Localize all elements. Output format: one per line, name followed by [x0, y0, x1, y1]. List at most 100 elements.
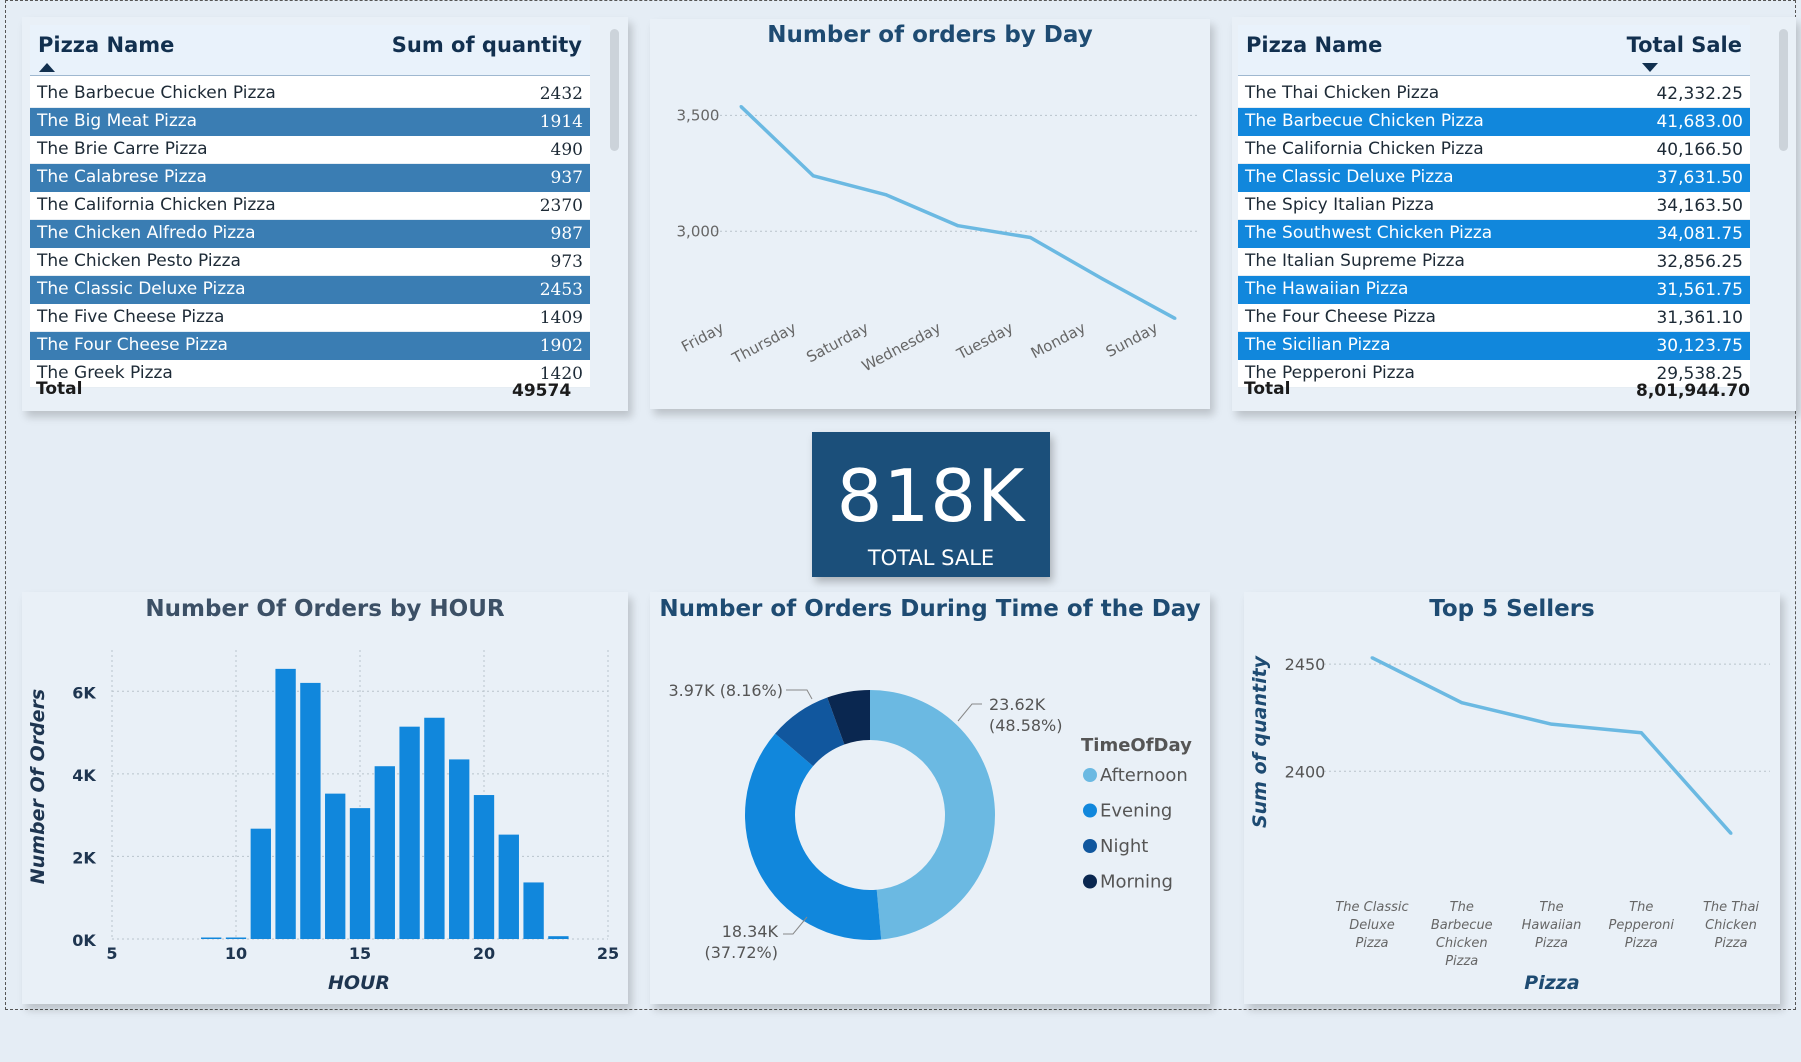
x-tick-label-line: Pepperoni	[1609, 918, 1675, 933]
y-tick-label: 3,500	[677, 106, 720, 124]
x-tick-label: The Thai Chicken Pizza	[1703, 900, 1759, 951]
table-row[interactable]: The Big Meat Pizza 1914	[30, 108, 590, 136]
row-pizza-name: The Spicy Italian Pizza	[1245, 195, 1435, 215]
quantity-total-label: Total	[36, 379, 83, 399]
row-pizza-name: The Greek Pizza	[37, 363, 173, 383]
data-point	[739, 105, 743, 109]
quantity-table: Pizza Name Sum of quantity The Barbecue …	[30, 25, 590, 388]
row-pizza-name: The Four Cheese Pizza	[1245, 307, 1436, 327]
x-tick-label-line: The	[1450, 900, 1474, 915]
row-value: 32,856.25	[1656, 252, 1743, 272]
row-pizza-name: The Pepperoni Pizza	[1245, 363, 1415, 383]
x-tick-label: The Pepperoni Pizza	[1609, 900, 1675, 951]
bar	[399, 726, 420, 939]
donut-slice	[775, 697, 845, 767]
x-tick-label: Friday	[678, 319, 727, 356]
orders-by-day-card: Number of orders by Day 3,000 3,500 Friday…	[650, 19, 1210, 409]
row-pizza-name: The Thai Chicken Pizza	[1245, 83, 1440, 103]
data-point	[884, 193, 888, 197]
x-tick-label-line: Barbecue	[1431, 918, 1493, 933]
row-value: 987	[550, 224, 583, 244]
x-tick-label-line: Deluxe	[1349, 918, 1395, 933]
table-row[interactable]: The Classic Deluxe Pizza 2453	[30, 276, 590, 304]
column-header-pizza-name[interactable]: Pizza Name	[38, 33, 175, 57]
time-of-day-title: Number of Orders During Time of the Day	[659, 596, 1201, 622]
table-row[interactable]: The Four Cheese Pizza 1902	[30, 332, 590, 360]
row-value: 29,538.25	[1656, 364, 1743, 384]
row-value: 41,683.00	[1656, 112, 1743, 132]
data-point	[1729, 831, 1733, 835]
y-axis-title: Number Of Orders	[27, 689, 49, 884]
sort-ascending-icon[interactable]	[39, 63, 55, 72]
table-row[interactable]: The Southwest Chicken Pizza 34,081.75	[1238, 220, 1750, 248]
table-row[interactable]: The Five Cheese Pizza 1409	[30, 304, 590, 332]
row-pizza-name: The California Chicken Pizza	[37, 195, 276, 215]
row-value: 37,631.50	[1656, 168, 1743, 188]
x-tick-label: 25	[597, 944, 619, 963]
table-row[interactable]: The Brie Carre Pizza 490	[30, 136, 590, 164]
sales-table-scrollbar[interactable]	[1779, 29, 1788, 151]
x-tick-label-line: Pizza	[1535, 936, 1568, 951]
bar	[424, 717, 445, 939]
data-point	[1370, 656, 1374, 660]
orders-by-hour-title: Number Of Orders by HOUR	[145, 596, 505, 622]
table-row[interactable]: The California Chicken Pizza 40,166.50	[1238, 136, 1750, 164]
y-tick-label: 6K	[72, 683, 96, 702]
x-tick-label-line: The	[1629, 900, 1653, 915]
table-row[interactable]: The Spicy Italian Pizza 34,163.50	[1238, 192, 1750, 220]
table-row[interactable]: The Chicken Pesto Pizza 973	[30, 248, 590, 276]
data-label: 23.62K	[989, 695, 1046, 714]
bar	[325, 793, 346, 939]
column-header-sum-of-quantity[interactable]: Sum of quantity	[391, 33, 582, 57]
data-label: 18.34K	[722, 922, 779, 941]
row-pizza-name: The Classic Deluxe Pizza	[37, 279, 246, 299]
data-label: (48.58%)	[989, 716, 1063, 735]
table-row[interactable]: The Calabrese Pizza 937	[30, 164, 590, 192]
quantity-table-scrollbar[interactable]	[610, 29, 619, 151]
table-row[interactable]: The Chicken Alfredo Pizza 987	[30, 220, 590, 248]
table-row[interactable]: The Hawaiian Pizza 31,561.75	[1238, 276, 1750, 304]
time-of-day-donut-chart: 23.62K (48.58%) 18.34K (37.72%) 3.97K (8.16%…	[668, 681, 1192, 962]
table-row[interactable]: The Barbecue Chicken Pizza 41,683.00	[1238, 108, 1750, 136]
table-row[interactable]: The Italian Supreme Pizza 32,856.25	[1238, 248, 1750, 276]
table-row[interactable]: The Sicilian Pizza 30,123.75	[1238, 332, 1750, 360]
row-pizza-name: The California Chicken Pizza	[1245, 139, 1484, 159]
legend-label: Night	[1100, 836, 1148, 857]
table-row[interactable]: The California Chicken Pizza 2370	[30, 192, 590, 220]
quantity-table-card: Pizza Name Sum of quantity The Barbecue …	[22, 17, 628, 411]
row-pizza-name: The Barbecue Chicken Pizza	[1245, 111, 1484, 131]
table-row[interactable]: The Pepperoni Pizza 29,538.25	[1238, 360, 1750, 388]
sort-descending-icon[interactable]	[1642, 63, 1658, 72]
x-tick-label: 20	[473, 944, 495, 963]
data-point	[1028, 236, 1032, 240]
sales-table: Pizza Name Total Sale The Thai Chicken P…	[1238, 25, 1750, 388]
bar	[201, 937, 222, 939]
row-pizza-name: The Italian Supreme Pizza	[1245, 251, 1465, 271]
bar	[349, 808, 371, 939]
x-tick-label-line: Pizza	[1714, 936, 1747, 951]
x-tick-label: The Classic Deluxe Pizza	[1335, 900, 1408, 951]
legend-label: Afternoon	[1100, 765, 1188, 786]
quantity-table-rows: The Barbecue Chicken Pizza 2432 The Big Me…	[30, 80, 590, 388]
row-pizza-name: The Hawaiian Pizza	[1245, 279, 1409, 299]
row-value: 31,361.10	[1656, 308, 1743, 328]
x-tick-label: 10	[225, 944, 247, 963]
y-tick-label: 2400	[1285, 762, 1326, 781]
table-row[interactable]: The Four Cheese Pizza 31,361.10	[1238, 304, 1750, 332]
table-row[interactable]: The Classic Deluxe Pizza 37,631.50	[1238, 164, 1750, 192]
legend-marker	[1083, 768, 1097, 782]
column-header-pizza-name[interactable]: Pizza Name	[1246, 33, 1383, 57]
bar	[300, 682, 321, 939]
x-tick-label: Tuesday	[953, 319, 1016, 364]
row-value: 2432	[539, 84, 583, 104]
row-value: 2370	[539, 196, 583, 216]
table-row[interactable]: The Barbecue Chicken Pizza 2432	[30, 80, 590, 108]
kpi-label: TOTAL SALE	[867, 546, 995, 570]
bar	[250, 828, 271, 939]
column-header-total-sale[interactable]: Total Sale	[1626, 33, 1742, 57]
table-row[interactable]: The Greek Pizza 1420	[30, 360, 590, 388]
table-row[interactable]: The Thai Chicken Pizza 42,332.25	[1238, 80, 1750, 108]
legend-marker	[1083, 803, 1097, 818]
legend-label: Evening	[1100, 801, 1172, 822]
